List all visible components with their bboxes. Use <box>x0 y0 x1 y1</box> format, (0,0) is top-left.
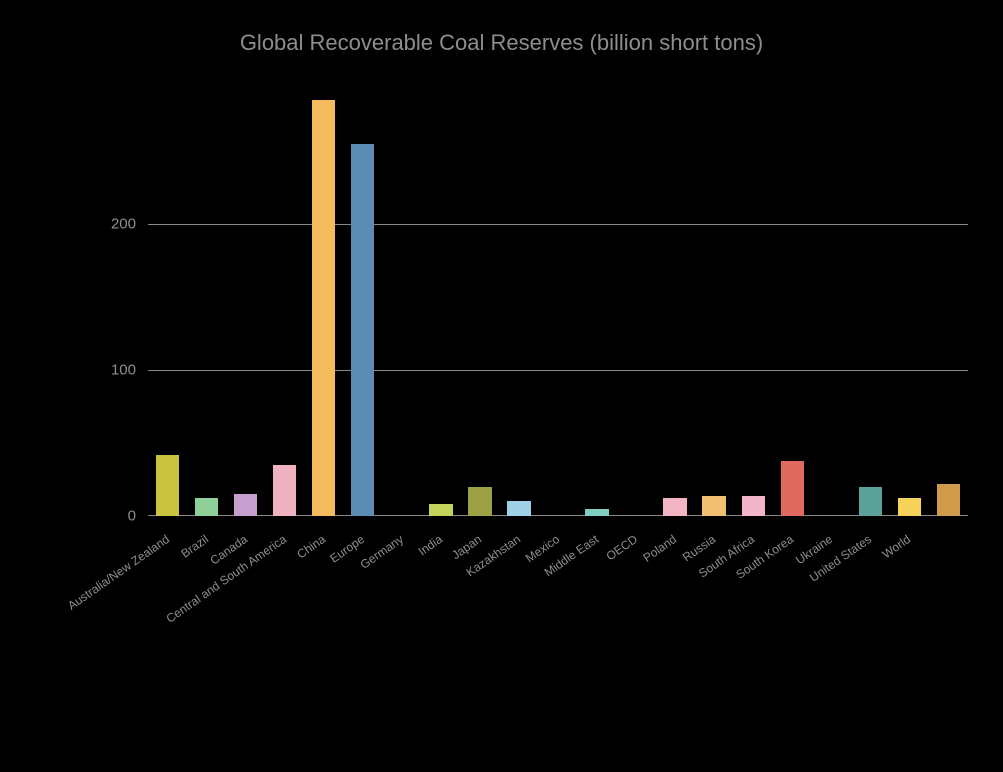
bar <box>937 484 960 516</box>
gridline <box>148 370 968 371</box>
bar <box>468 487 491 516</box>
bar <box>585 509 608 516</box>
bar <box>898 498 921 516</box>
bar <box>195 498 218 516</box>
bar <box>351 144 374 516</box>
bar <box>429 504 452 516</box>
bar <box>312 100 335 516</box>
bar <box>859 487 882 516</box>
bar <box>663 498 686 516</box>
bar <box>702 496 725 516</box>
bar <box>234 494 257 516</box>
y-tick-label: 100 <box>111 362 148 379</box>
y-tick-label: 0 <box>128 508 148 525</box>
bar <box>507 501 530 516</box>
bar <box>742 496 765 516</box>
bar <box>273 465 296 516</box>
bar <box>156 455 179 516</box>
gridline <box>148 224 968 225</box>
bar <box>781 461 804 516</box>
chart-title: Global Recoverable Coal Reserves (billio… <box>0 30 1003 56</box>
y-tick-label: 200 <box>111 216 148 233</box>
plot-area: 0100200Australia/New ZealandBrazilCanada… <box>148 78 968 516</box>
baseline <box>148 515 968 516</box>
bar-chart: Global Recoverable Coal Reserves (billio… <box>0 0 1003 772</box>
